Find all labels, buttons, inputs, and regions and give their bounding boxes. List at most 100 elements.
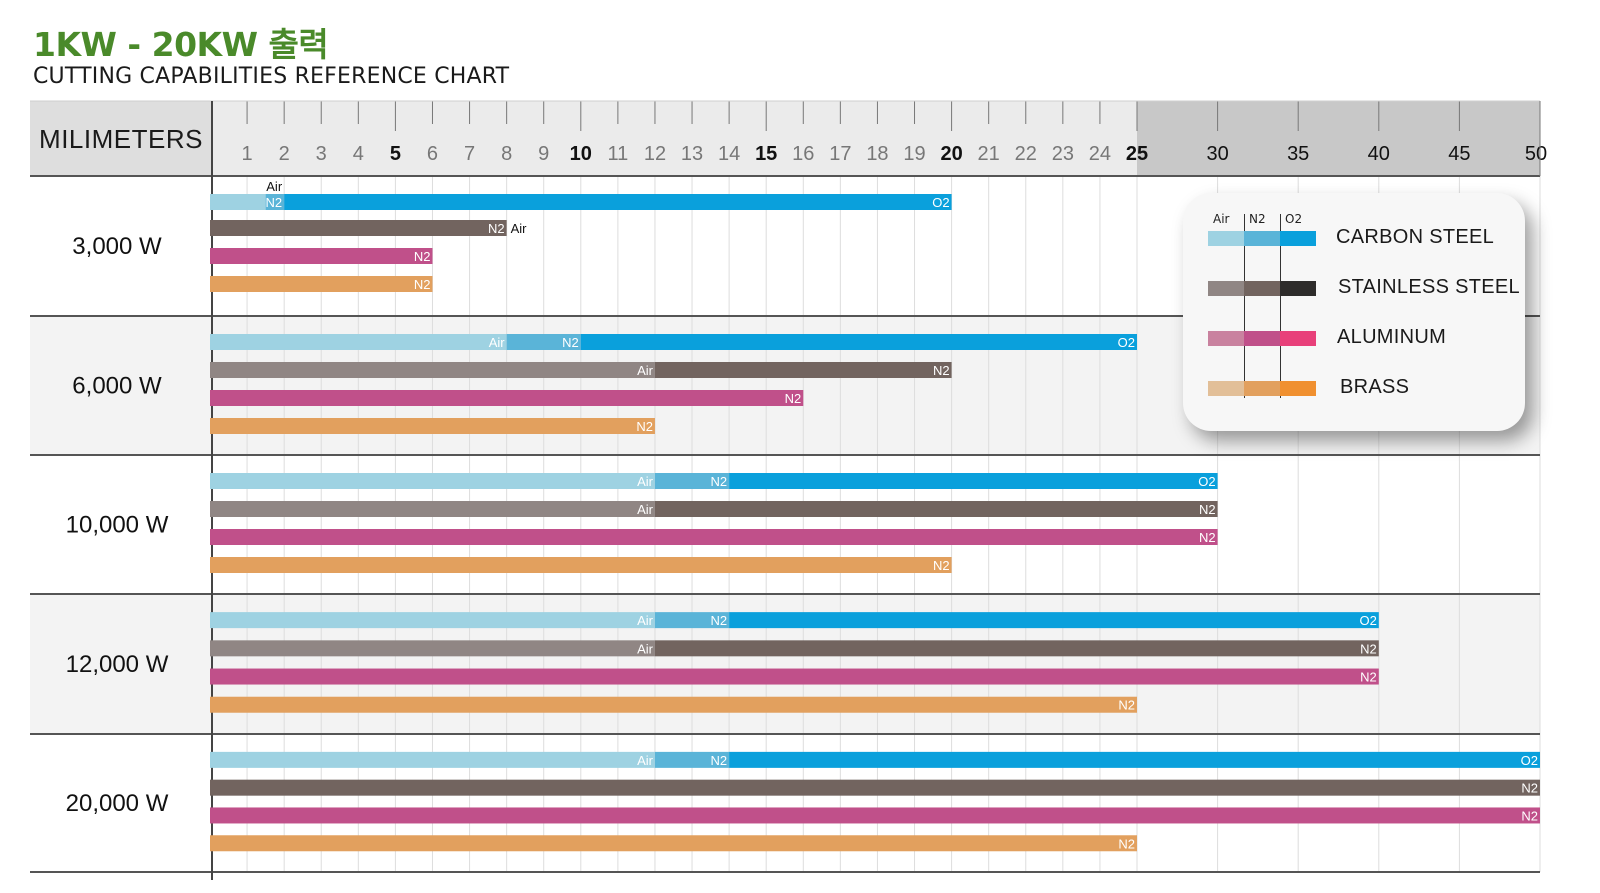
legend-material-label: ALUMINUM [1337, 326, 1447, 348]
bar-gas-label: N2 [1118, 836, 1135, 851]
bar-segment [210, 501, 655, 517]
tick-label: 45 [1448, 143, 1470, 165]
bar-segment [210, 557, 952, 573]
tick-label: 21 [978, 143, 1000, 165]
tick-label: 7 [464, 143, 475, 165]
bar-gas-label: O2 [1118, 335, 1135, 350]
bar-gas-label: N2 [933, 558, 950, 573]
bar-segment [729, 612, 1379, 629]
tick-label: 12 [644, 143, 666, 165]
tick-label: 18 [866, 143, 888, 165]
legend-material-label: CARBON STEEL [1336, 226, 1495, 248]
tick-label: 17 [829, 143, 851, 165]
tick-label: 20 [940, 143, 962, 165]
bar-segment [210, 807, 1540, 824]
bar-gas-label: Air [637, 502, 654, 517]
bar-segment [210, 248, 433, 264]
power-label: 12,000 W [66, 651, 169, 678]
legend-gas-header: O2 [1285, 212, 1303, 226]
legend-swatch [1208, 331, 1244, 346]
chart-subtitle: CUTTING CAPABILITIES REFERENCE CHART [33, 64, 510, 89]
header-label-cell [30, 101, 212, 176]
chart-title: 1KW - 20KW 출력 [33, 25, 329, 64]
bar-segment [210, 835, 1137, 852]
bar-gas-label: O2 [1359, 613, 1376, 628]
legend-swatch [1244, 331, 1280, 346]
bar-segment [210, 529, 1218, 545]
bar-segment [284, 194, 952, 210]
tick-label: 14 [718, 143, 740, 165]
tick-label: 19 [903, 143, 925, 165]
legend-swatch [1244, 381, 1280, 396]
bar-gas-label: Air [637, 753, 654, 768]
bar-segment [210, 418, 655, 434]
bar-segment [506, 334, 581, 350]
bar-gas-label: N2 [488, 221, 505, 236]
tick-label: 23 [1052, 143, 1074, 165]
tick-label: 6 [427, 143, 438, 165]
legend-gas-header: N2 [1249, 212, 1266, 226]
tick-label: 5 [390, 143, 401, 165]
legend-separator [1244, 214, 1245, 398]
bar-gas-label: N2 [710, 613, 727, 628]
tick-label: 9 [538, 143, 549, 165]
tick-label: 35 [1287, 143, 1309, 165]
bar-gas-label: N2 [1118, 698, 1135, 713]
bar-segment [210, 194, 266, 210]
bar-segment [210, 668, 1379, 685]
bar-gas-label: N2 [1360, 670, 1377, 685]
bar-segment [210, 390, 804, 406]
bar-gas-label: Air [637, 474, 654, 489]
bar-gas-label: N2 [1521, 808, 1538, 823]
tick-label: 2 [279, 143, 290, 165]
bar-gas-label: N2 [933, 363, 950, 378]
tick-label: 16 [792, 143, 814, 165]
bar-gas-label: N2 [1521, 781, 1538, 796]
bar-segment [654, 473, 730, 489]
tick-label: 1 [242, 143, 253, 165]
tick-label: 50 [1525, 143, 1547, 165]
bar-segment [210, 334, 507, 350]
bar-gas-label: N2 [710, 474, 727, 489]
bar-segment [654, 751, 730, 768]
tick-label: 3 [316, 143, 327, 165]
bar-segment [729, 473, 1218, 489]
power-label: 6,000 W [72, 373, 162, 400]
tick-label: 4 [353, 143, 364, 165]
bar-segment [580, 334, 1137, 350]
bar-gas-label: N2 [414, 249, 431, 264]
bar-gas-label: Air [266, 179, 283, 194]
bar-segment [210, 473, 655, 489]
header-band-shaded [1137, 101, 1540, 176]
bar-segment [654, 640, 1379, 657]
bar-gas-label: Air [637, 613, 654, 628]
tick-label: 13 [681, 143, 703, 165]
bar-segment [210, 276, 433, 292]
legend-swatch [1208, 281, 1244, 296]
legend-swatch [1280, 231, 1316, 246]
power-label: 3,000 W [72, 233, 162, 260]
bar-gas-label: N2 [414, 277, 431, 292]
tick-label: 22 [1015, 143, 1037, 165]
legend-swatch [1280, 281, 1316, 296]
tick-label: 11 [607, 143, 628, 165]
bar-gas-label: N2 [636, 419, 653, 434]
legend-material-label: STAINLESS STEEL [1338, 276, 1520, 298]
legend-material-label: BRASS [1340, 376, 1410, 398]
tick-label: 8 [501, 143, 512, 165]
bar-gas-label: N2 [785, 391, 802, 406]
bar-gas-label: N2 [710, 753, 727, 768]
tick-label: 40 [1368, 143, 1390, 165]
bar-gas-label: Air [511, 221, 528, 236]
bar-gas-label: Air [637, 641, 654, 656]
tick-label: 10 [570, 143, 592, 165]
legend-gas-header: Air [1213, 212, 1230, 226]
bar-segment [210, 640, 655, 657]
bar-gas-label: N2 [1199, 530, 1216, 545]
bar-segment [654, 501, 1218, 517]
bar-segment [210, 612, 655, 629]
bar-gas-label: N2 [1360, 641, 1377, 656]
legend-separator [1280, 214, 1281, 398]
bar-gas-label: N2 [562, 335, 579, 350]
